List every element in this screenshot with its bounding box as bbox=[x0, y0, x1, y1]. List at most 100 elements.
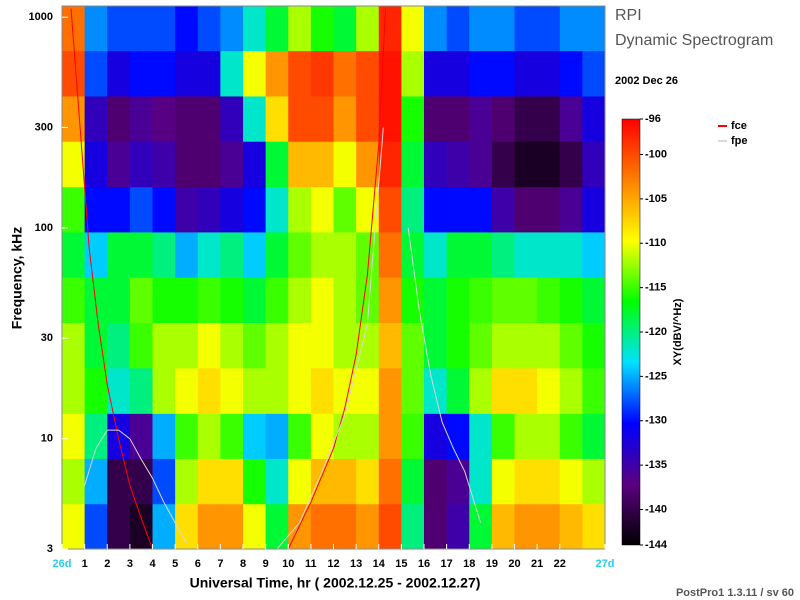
heatmap-cell bbox=[333, 322, 357, 369]
heatmap-cell bbox=[152, 503, 176, 550]
heatmap-cell bbox=[446, 186, 470, 233]
heatmap-cell bbox=[62, 95, 86, 142]
heatmap-cell bbox=[356, 367, 380, 414]
heatmap-cell bbox=[265, 322, 289, 369]
heatmap-cell bbox=[175, 141, 199, 188]
heatmap-cell bbox=[107, 458, 131, 505]
heatmap-cell bbox=[288, 95, 312, 142]
heatmap-cell bbox=[559, 413, 583, 459]
heatmap-cell bbox=[446, 277, 470, 324]
heatmap-cell bbox=[175, 277, 199, 324]
heatmap-cell bbox=[175, 50, 199, 97]
heatmap-cell bbox=[62, 50, 86, 97]
heatmap-cell bbox=[220, 231, 244, 278]
heatmap-cell bbox=[152, 322, 176, 369]
x-tick-label: 21 bbox=[531, 558, 543, 570]
heatmap-cell bbox=[310, 458, 334, 505]
heatmap-cell bbox=[559, 367, 583, 414]
heatmap-cell bbox=[514, 6, 538, 52]
heatmap-cell bbox=[469, 413, 493, 459]
heatmap-cell bbox=[378, 413, 402, 459]
heatmap-cell bbox=[469, 186, 493, 233]
heatmap-cell bbox=[378, 6, 402, 52]
heatmap-cell bbox=[401, 95, 425, 142]
heatmap-cell bbox=[129, 503, 153, 550]
heatmap-cell bbox=[62, 458, 86, 505]
heatmap-cell bbox=[152, 50, 176, 97]
heatmap-cell bbox=[265, 367, 289, 414]
heatmap-cell bbox=[310, 322, 334, 369]
heatmap-cell bbox=[559, 458, 583, 505]
heatmap-cell bbox=[197, 95, 221, 142]
heatmap-cell bbox=[175, 413, 199, 459]
heatmap-cell bbox=[129, 277, 153, 324]
heatmap-cell bbox=[469, 95, 493, 142]
heatmap-cell bbox=[62, 141, 86, 188]
heatmap-cell bbox=[378, 186, 402, 233]
heatmap-cell bbox=[582, 367, 606, 414]
heatmap-cell bbox=[424, 141, 448, 188]
colorbar-tick-label: -140 bbox=[645, 503, 667, 515]
heatmap-cell bbox=[129, 458, 153, 505]
heatmap-cell bbox=[514, 413, 538, 459]
heatmap-cell bbox=[514, 141, 538, 188]
heatmap-cell bbox=[401, 141, 425, 188]
y-tick-label: 300 bbox=[35, 121, 53, 133]
heatmap-cell bbox=[514, 322, 538, 369]
heatmap-cell bbox=[310, 141, 334, 188]
x-tick-label: 11 bbox=[305, 558, 317, 570]
heatmap-cell bbox=[401, 367, 425, 414]
heatmap-cell bbox=[243, 141, 267, 188]
heatmap-cell bbox=[220, 141, 244, 188]
heatmap-cell bbox=[424, 277, 448, 324]
heatmap-cell bbox=[243, 322, 267, 369]
heatmap-cell bbox=[537, 6, 561, 52]
chart-title: RPI bbox=[615, 7, 642, 24]
heatmap-cell bbox=[107, 186, 131, 233]
heatmap-cell bbox=[197, 367, 221, 414]
heatmap-cell bbox=[582, 458, 606, 505]
heatmap-cell bbox=[310, 503, 334, 550]
heatmap-cell bbox=[537, 141, 561, 188]
heatmap-cell bbox=[175, 186, 199, 233]
heatmap-cell bbox=[356, 186, 380, 233]
heatmap-cell bbox=[310, 413, 334, 459]
heatmap-cell bbox=[469, 322, 493, 369]
heatmap-cell bbox=[62, 231, 86, 278]
heatmap-cell bbox=[559, 95, 583, 142]
heatmap-cell bbox=[107, 413, 131, 459]
heatmap-cell bbox=[401, 413, 425, 459]
heatmap-cell bbox=[491, 186, 515, 233]
heatmap-cell bbox=[446, 458, 470, 505]
heatmap-cell bbox=[310, 231, 334, 278]
x-tick-label: 18 bbox=[463, 558, 475, 570]
heatmap-cell bbox=[401, 186, 425, 233]
heatmap-cell bbox=[446, 231, 470, 278]
heatmap-cell bbox=[469, 367, 493, 414]
heatmap-cell bbox=[152, 186, 176, 233]
colorbar-tick-label: -125 bbox=[645, 370, 667, 382]
heatmap-cell bbox=[356, 6, 380, 52]
heatmap-cell bbox=[537, 503, 561, 550]
heatmap-cell bbox=[220, 413, 244, 459]
x-tick-label: 5 bbox=[172, 558, 178, 570]
heatmap-cell bbox=[129, 95, 153, 142]
heatmap-cell bbox=[265, 277, 289, 324]
heatmap-cell bbox=[559, 141, 583, 188]
chart-subtitle: Dynamic Spectrogram bbox=[615, 32, 773, 49]
heatmap-cell bbox=[424, 6, 448, 52]
heatmap-cell bbox=[175, 367, 199, 414]
heatmap-cell bbox=[220, 95, 244, 142]
heatmap-cell bbox=[333, 231, 357, 278]
heatmap-cell bbox=[243, 503, 267, 550]
heatmap-cell bbox=[424, 186, 448, 233]
heatmap-cell bbox=[197, 503, 221, 550]
heatmap-cell bbox=[469, 231, 493, 278]
x-axis-title: Universal Time, hr ( 2002.12.25 - 2002.1… bbox=[190, 575, 481, 591]
heatmap-cell bbox=[129, 141, 153, 188]
heatmap-cell bbox=[265, 413, 289, 459]
heatmap-cell bbox=[220, 277, 244, 324]
y-tick-label: 30 bbox=[41, 332, 53, 344]
heatmap-cell bbox=[197, 322, 221, 369]
heatmap-cell bbox=[288, 231, 312, 278]
